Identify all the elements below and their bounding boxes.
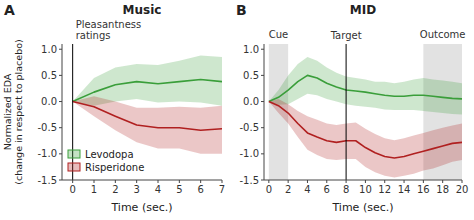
y-axis-line (62, 44, 63, 180)
y-tick (59, 75, 62, 76)
y-tick-label: 0.0 (41, 96, 57, 107)
legend-swatch (68, 163, 80, 171)
x-tick (115, 180, 116, 183)
y-tick (261, 49, 264, 50)
y-tick (261, 127, 264, 128)
y-tick (59, 49, 62, 50)
y-tick-label: 0.5 (41, 70, 57, 81)
mean-line (73, 102, 222, 131)
x-tick (158, 180, 159, 183)
y-axis-label: Normalized EDA(change in respect to plac… (2, 39, 24, 184)
x-tick (222, 180, 223, 183)
x-tick-label: 12 (378, 184, 391, 195)
panel-label: A (4, 2, 15, 18)
region-label: Outcome (420, 29, 466, 40)
y-tick-label: -0.5 (37, 122, 57, 133)
x-axis-label: Time (sec.) (331, 201, 393, 214)
legend-swatch (68, 150, 80, 158)
x-tick-label: 18 (436, 184, 449, 195)
x-tick-label: 2 (112, 184, 118, 195)
title: MID (350, 3, 376, 17)
x-tick-label: 1 (91, 184, 97, 195)
x-tick (268, 180, 269, 183)
x-tick (179, 180, 180, 183)
y-tick-label: -1.5 (37, 175, 57, 186)
y-tick (59, 153, 62, 154)
x-tick-label: 3 (133, 184, 139, 195)
x-tick-label: 8 (343, 184, 349, 195)
x-tick-label: 20 (456, 184, 469, 195)
x-tick-label: 2 (285, 184, 291, 195)
y-tick (261, 153, 264, 154)
panel: A Music Pleasantnessratings -1.5 -1.0 -0.5 0.0… (2, 2, 225, 214)
y-tick-label: -1.0 (239, 148, 259, 159)
x-tick (94, 180, 95, 183)
y-tick (59, 127, 62, 128)
x-tick-label: 0 (69, 184, 75, 195)
x-tick (346, 180, 347, 183)
chart-root: A Music Pleasantnessratings -1.5 -1.0 -0.5 0.0… (0, 0, 474, 220)
y-tick (59, 180, 62, 181)
reference-label: ratings (76, 30, 111, 41)
x-tick-label: 10 (359, 184, 372, 195)
x-axis-label: Time (sec.) (110, 201, 172, 214)
reference-line (346, 44, 347, 180)
x-tick (72, 180, 73, 183)
confidence-band (269, 99, 462, 177)
y-tick (261, 180, 264, 181)
reference-label: Pleasantness (76, 19, 142, 30)
y-tick-label: 1.0 (243, 44, 259, 55)
confidence-band (73, 96, 222, 154)
x-tick (423, 180, 424, 183)
y-tick-label: 0.0 (243, 96, 259, 107)
y-tick-label: 1.0 (41, 44, 57, 55)
x-tick (462, 180, 463, 183)
y-axis-line (264, 44, 265, 180)
region-label: Cue (269, 29, 288, 40)
y-axis-label-line: Normalized EDA (2, 73, 13, 150)
mean-line (269, 75, 462, 101)
x-tick-label: 4 (155, 184, 161, 195)
y-tick-label: -0.5 (239, 122, 259, 133)
x-tick-label: 16 (417, 184, 430, 195)
legend: Levodopa Risperidone (68, 149, 144, 173)
x-tick (288, 180, 289, 183)
x-axis-line (62, 180, 222, 181)
x-tick (404, 180, 405, 183)
mean-line (269, 102, 462, 158)
y-tick-label: -1.0 (37, 148, 57, 159)
panel-label: B (236, 2, 247, 18)
y-tick (261, 101, 264, 102)
x-tick-label: 4 (304, 184, 310, 195)
y-tick-label: 0.5 (243, 70, 259, 81)
x-tick-label: 14 (398, 184, 411, 195)
x-tick-label: 6 (324, 184, 330, 195)
title: Music (123, 3, 162, 17)
y-axis-label-line: (change in respect to placebo) (13, 39, 24, 184)
x-tick (384, 180, 385, 183)
y-tick (261, 75, 264, 76)
x-tick-label: 5 (176, 184, 182, 195)
x-tick (365, 180, 366, 183)
x-tick (136, 180, 137, 183)
plot-area (73, 44, 222, 180)
x-axis-line (264, 180, 462, 181)
reference-label: Target (330, 30, 362, 41)
x-tick (442, 180, 443, 183)
x-tick (307, 180, 308, 183)
confidence-band (269, 57, 462, 115)
mean-line (73, 80, 222, 102)
x-tick-label: 7 (219, 184, 225, 195)
panel: B MID Cue Outcome Target -1.5 -1.0 -0.5 0.0 0.5 1.… (236, 2, 468, 214)
x-tick-label: 0 (266, 184, 272, 195)
legend-label: Risperidone (85, 162, 144, 173)
legend-label: Levodopa (85, 149, 134, 160)
x-tick (326, 180, 327, 183)
reference-line (72, 44, 73, 180)
y-tick-label: -1.5 (239, 175, 259, 186)
x-tick-label: 6 (197, 184, 203, 195)
plot-area (269, 44, 462, 180)
x-tick (200, 180, 201, 183)
y-tick (59, 101, 62, 102)
